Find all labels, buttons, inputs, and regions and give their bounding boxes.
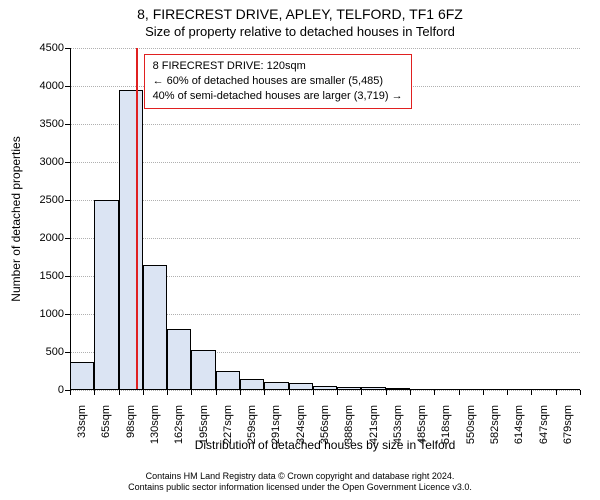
footer-line2: Contains public sector information licen… [0, 482, 600, 494]
y-tick-label: 3500 [40, 118, 64, 130]
annotation-line3: 40% of semi-detached houses are larger (… [153, 89, 403, 104]
x-tick-mark [361, 390, 362, 395]
y-axis-line [70, 48, 71, 390]
x-tick-mark [264, 390, 265, 395]
annotation-line2: ← 60% of detached houses are smaller (5,… [153, 74, 403, 89]
y-tick-label: 1000 [40, 308, 64, 320]
bar [191, 350, 215, 390]
plot-area: 8 FIRECREST DRIVE: 120sqm ← 60% of detac… [70, 48, 580, 390]
footer-line1: Contains HM Land Registry data © Crown c… [0, 471, 600, 483]
x-tick-mark [289, 390, 290, 395]
x-tick-mark [240, 390, 241, 395]
figure: 8, FIRECREST DRIVE, APLEY, TELFORD, TF1 … [0, 0, 600, 500]
y-tick-mark [65, 200, 70, 201]
y-tick-label: 2500 [40, 194, 64, 206]
x-tick-mark [167, 390, 168, 395]
y-tick-label: 4000 [40, 80, 64, 92]
chart-subtitle: Size of property relative to detached ho… [0, 24, 600, 39]
x-tick-mark [507, 390, 508, 395]
y-tick-mark [65, 86, 70, 87]
x-tick-mark [556, 390, 557, 395]
x-tick-mark [119, 390, 120, 395]
x-tick-mark [410, 390, 411, 395]
x-tick-mark [143, 390, 144, 395]
bar [216, 371, 240, 390]
x-tick-mark [580, 390, 581, 395]
x-tick-label: 65sqm [100, 405, 112, 438]
y-tick-label: 1500 [40, 270, 64, 282]
bar [119, 90, 143, 390]
bar [143, 265, 167, 390]
x-tick-mark [313, 390, 314, 395]
x-tick-label: 33sqm [76, 405, 88, 438]
x-tick-mark [531, 390, 532, 395]
x-tick-mark [191, 390, 192, 395]
x-tick-mark [434, 390, 435, 395]
y-tick-mark [65, 162, 70, 163]
bar [70, 362, 94, 391]
y-gridline [70, 390, 580, 391]
x-tick-mark [216, 390, 217, 395]
x-axis-label: Distribution of detached houses by size … [70, 438, 580, 452]
y-axis-label: Number of detached properties [9, 136, 23, 301]
y-tick-mark [65, 390, 70, 391]
y-tick-label: 3000 [40, 156, 64, 168]
bar [167, 329, 191, 390]
footer: Contains HM Land Registry data © Crown c… [0, 471, 600, 494]
annotation-box: 8 FIRECREST DRIVE: 120sqm ← 60% of detac… [144, 54, 412, 109]
x-tick-mark [94, 390, 95, 395]
y-tick-label: 4500 [40, 42, 64, 54]
y-tick-label: 2000 [40, 232, 64, 244]
x-axis-line [70, 389, 580, 390]
x-tick-mark [386, 390, 387, 395]
y-tick-mark [65, 276, 70, 277]
y-tick-mark [65, 48, 70, 49]
y-tick-mark [65, 124, 70, 125]
x-tick-mark [337, 390, 338, 395]
chart-title: 8, FIRECREST DRIVE, APLEY, TELFORD, TF1 … [0, 6, 600, 22]
x-tick-mark [483, 390, 484, 395]
y-tick-mark [65, 352, 70, 353]
y-tick-label: 500 [46, 346, 64, 358]
x-tick-mark [459, 390, 460, 395]
marker-vertical-line [136, 48, 138, 390]
x-tick-mark [70, 390, 71, 395]
y-tick-mark [65, 314, 70, 315]
y-tick-mark [65, 238, 70, 239]
bar [94, 200, 118, 390]
annotation-line1: 8 FIRECREST DRIVE: 120sqm [153, 59, 403, 74]
y-tick-label: 0 [58, 384, 64, 396]
x-tick-label: 98sqm [125, 405, 137, 438]
